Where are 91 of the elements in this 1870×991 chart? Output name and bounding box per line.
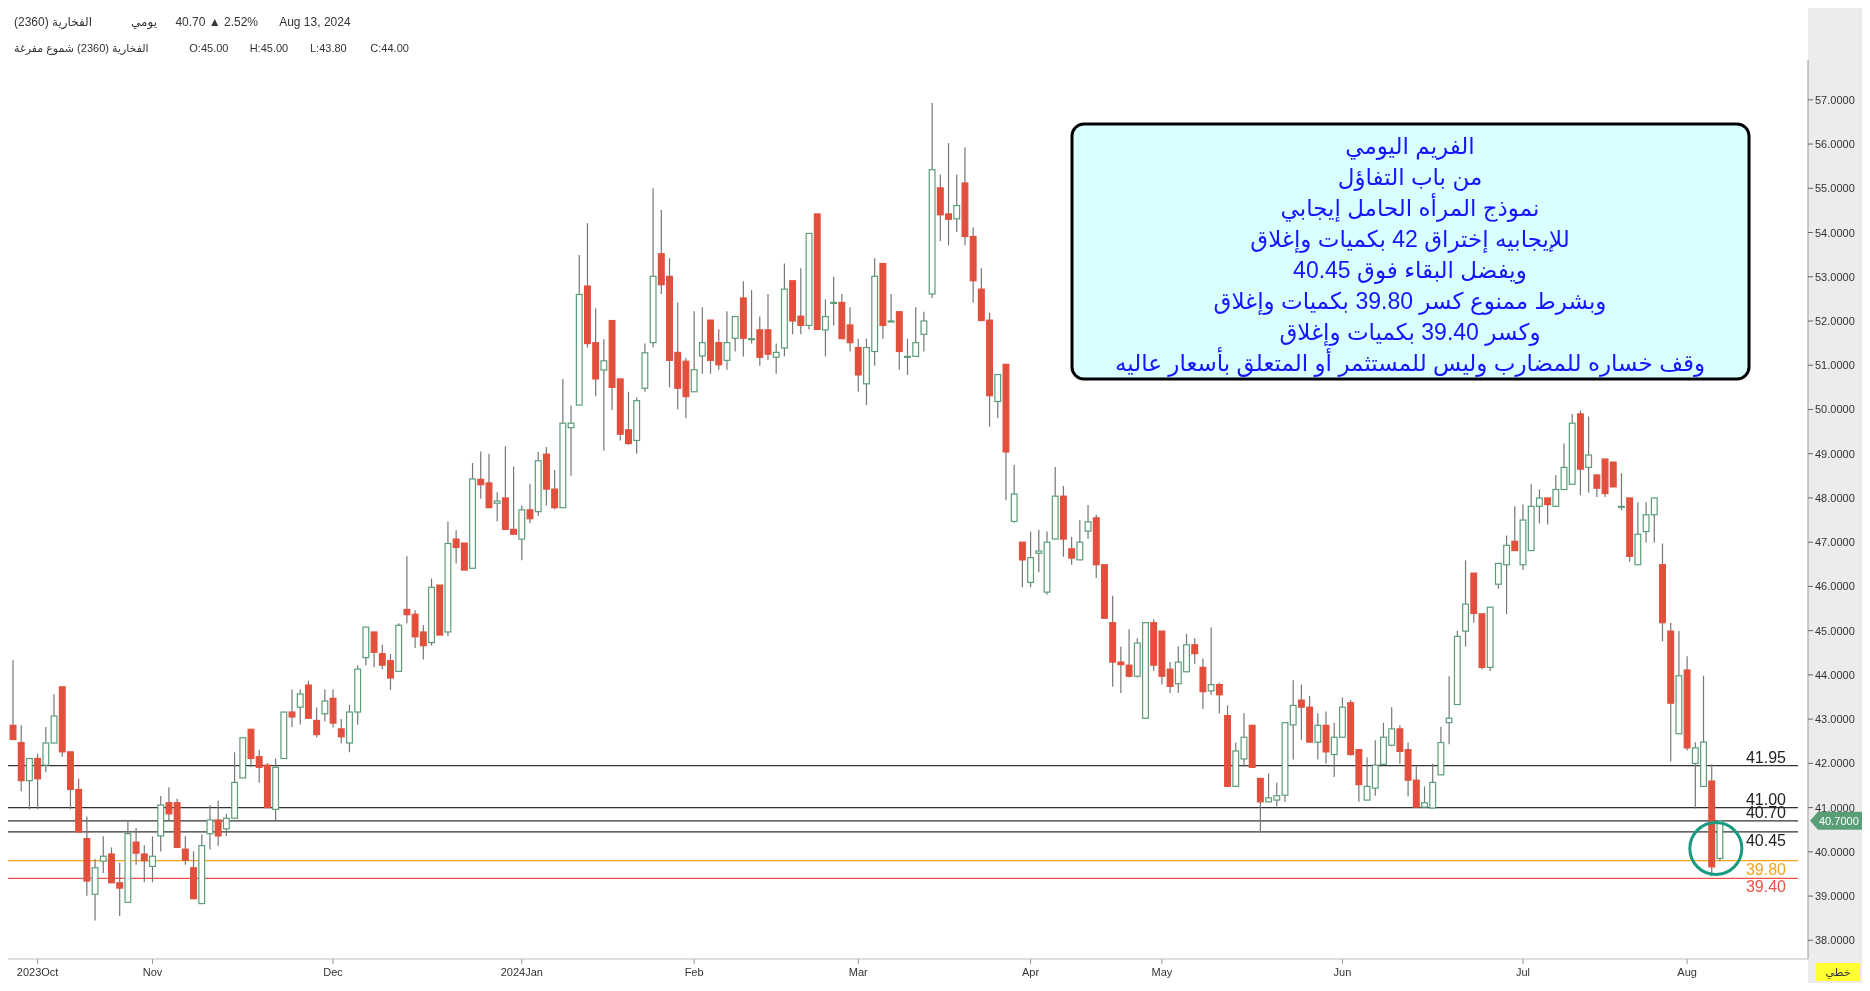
candlestick xyxy=(42,726,50,773)
y-tick-label: 38.0000 xyxy=(1815,934,1855,947)
candlestick xyxy=(149,835,156,883)
candlestick xyxy=(1396,724,1404,765)
candlestick xyxy=(181,835,189,866)
y-tick-label: 48.0000 xyxy=(1815,491,1855,504)
y-tick-label: 42.0000 xyxy=(1815,757,1855,770)
candlestick xyxy=(1076,519,1084,561)
y-tick-label: 49.0000 xyxy=(1815,447,1855,460)
x-tick-label: Dec xyxy=(323,966,344,978)
candlestick xyxy=(1617,472,1625,511)
candlestick xyxy=(1125,628,1133,679)
y-tick-label: 52.0000 xyxy=(1815,315,1855,327)
y-tick-label: 55.0000 xyxy=(1815,182,1855,195)
x-tick-label: Mar xyxy=(848,966,869,978)
candlestick xyxy=(772,342,780,375)
candlestick xyxy=(1084,504,1092,540)
x-tick-label: Aug xyxy=(1677,966,1697,978)
y-tick-label: 57.0000 xyxy=(1815,93,1855,106)
candlestick xyxy=(25,757,33,810)
candlestick xyxy=(731,315,739,353)
ref-line-label: 39.40 xyxy=(1745,878,1787,896)
candlestick xyxy=(698,306,706,375)
y-tick-label: 56.0000 xyxy=(1815,138,1855,151)
candlestick xyxy=(1314,712,1322,760)
y-tick-label: 47.0000 xyxy=(1815,536,1855,549)
y-tick-label: 50.0000 xyxy=(1815,403,1855,416)
x-tick-label: Jun xyxy=(1333,966,1352,978)
x-tick-label: May xyxy=(1151,966,1173,978)
candlestick xyxy=(493,491,501,522)
candlestick xyxy=(1585,415,1593,494)
candlestick xyxy=(99,835,107,874)
candlestick xyxy=(1215,682,1223,714)
y-tick-label: 46.0000 xyxy=(1815,580,1855,593)
y-tick-label: 45.0000 xyxy=(1815,624,1855,637)
candlestick xyxy=(296,688,304,726)
candlestick xyxy=(313,707,321,738)
candlestick xyxy=(321,688,329,722)
candlestick xyxy=(567,404,575,477)
x-tick-label: Feb xyxy=(684,966,704,978)
y-tick-label: 44.0000 xyxy=(1815,668,1855,681)
y-tick-label: 53.0000 xyxy=(1815,270,1855,283)
y-tick-label: 54.0000 xyxy=(1815,226,1855,239)
x-tick-label: Jul xyxy=(1515,966,1531,978)
x-tick-label: Apr xyxy=(1022,966,1040,978)
candlestick xyxy=(1018,541,1026,588)
candlestick xyxy=(288,688,296,728)
candlestick xyxy=(830,276,838,327)
candlestick xyxy=(723,310,731,371)
candlestick xyxy=(526,483,534,524)
candlestick xyxy=(337,718,345,745)
candlestick xyxy=(920,311,928,353)
candlestick xyxy=(1207,626,1215,696)
x-tick-label: Nov xyxy=(142,966,163,978)
annotation: الفريم اليومي من باب التفاؤل نموذج المرأه الحامل إيجابي للإيجابيه إختراق 42 بكميات وإغلاق ويفضل البقاء فوق 40.45 وبشرط ممنوع كسر 39.80 بكميات وإغلاق وكسر 39.40 بكميات وإغلاق وقف خساره للمضارب وليس للمستثمر أو المتعلق بأسعار عاليه xyxy=(1114,133,1706,377)
text: 40.7000 xyxy=(1819,814,1859,827)
candlestick xyxy=(846,306,854,353)
y-tick-label: 51.0000 xyxy=(1815,359,1855,372)
text: خطي xyxy=(1825,966,1851,979)
candlestick xyxy=(9,659,17,741)
candlestick xyxy=(165,786,173,821)
candlestick xyxy=(206,804,214,851)
candlestick xyxy=(1544,497,1552,526)
candlestick xyxy=(34,753,42,810)
ref-line-label: 39.80 xyxy=(1745,860,1787,878)
candlestick xyxy=(690,310,698,393)
y-tick-label: 41.0000 xyxy=(1815,801,1855,814)
candlestick xyxy=(1593,474,1601,498)
x-tick-label: 2024Jan xyxy=(500,966,543,978)
candlestick xyxy=(1068,536,1076,566)
y-tick-label: 39.0000 xyxy=(1815,890,1855,903)
candlestick xyxy=(214,799,222,847)
candlestick xyxy=(953,173,961,233)
candlestick xyxy=(887,293,895,323)
ref-line-label: 41.00 xyxy=(1745,790,1787,808)
candlestick xyxy=(1191,637,1199,665)
candlestick xyxy=(403,555,411,624)
y-tick-label: 40.0000 xyxy=(1815,845,1855,858)
x-tick-label: 2023Oct xyxy=(16,966,59,978)
candlestick xyxy=(1166,661,1174,694)
ref-line-label: 40.45 xyxy=(1745,831,1787,849)
text-box: الفريم اليومي من باب التفاؤل نموذج المرأه الحامل إيجابي للإيجابيه إختراق 42 بكميات وإغلاق ويفضل البقاء فوق 40.45 وبشرط ممنوع كسر 39.80 بكميات وإغلاق وكسر 39.40 بكميات وإغلاق وقف خساره للمضارب وليس للمستثمر أو المتعلق بأسعار عاليه xyxy=(1070,122,1751,381)
ref-line-label: 41.95 xyxy=(1745,748,1787,766)
candlestick xyxy=(370,631,378,668)
candlestick xyxy=(748,289,756,345)
candlestick xyxy=(1445,675,1453,745)
candlestick xyxy=(600,338,608,452)
candlestick xyxy=(1511,505,1519,552)
candlestick xyxy=(1256,777,1264,834)
candlestick xyxy=(821,298,829,357)
y-tick-label: 43.0000 xyxy=(1815,713,1855,726)
